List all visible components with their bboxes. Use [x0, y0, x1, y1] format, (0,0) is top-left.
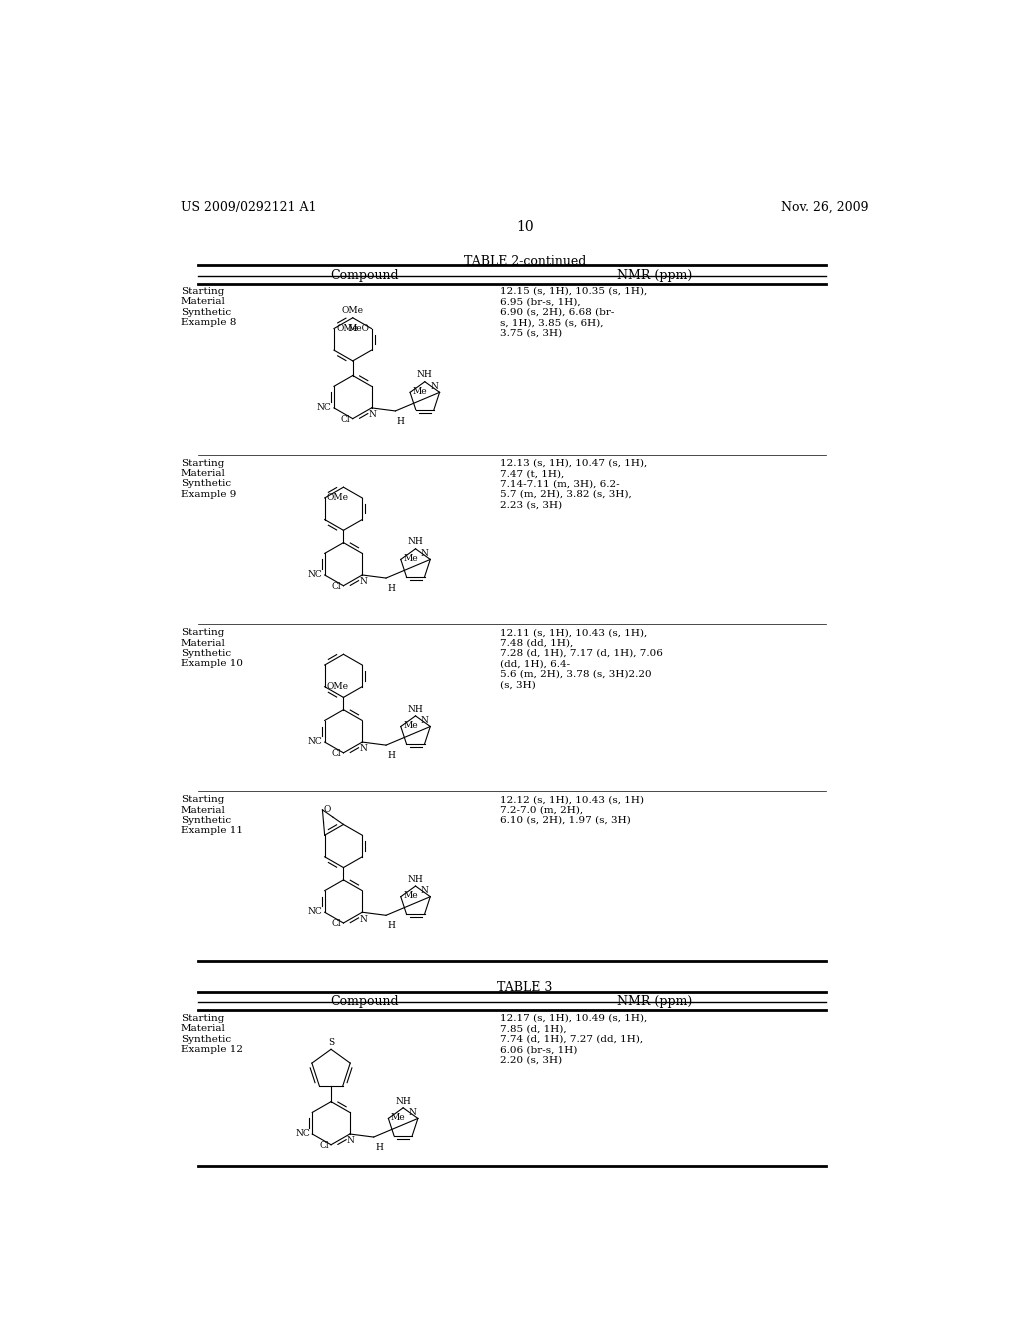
Text: Compound: Compound — [330, 268, 398, 281]
Text: 12.17 (s, 1H), 10.49 (s, 1H),
7.85 (d, 1H),
7.74 (d, 1H), 7.27 (dd, 1H),
6.06 (b: 12.17 (s, 1H), 10.49 (s, 1H), 7.85 (d, 1… — [500, 1014, 647, 1064]
Text: N: N — [347, 1137, 354, 1146]
Text: NMR (ppm): NMR (ppm) — [617, 268, 692, 281]
Text: H: H — [388, 921, 395, 931]
Text: 10: 10 — [516, 220, 534, 234]
Text: Starting
Material
Synthetic
Example 11: Starting Material Synthetic Example 11 — [180, 795, 243, 836]
Text: US 2009/0292121 A1: US 2009/0292121 A1 — [180, 201, 316, 214]
Text: Cl: Cl — [319, 1140, 329, 1150]
Text: OMe: OMe — [327, 492, 349, 502]
Text: N: N — [359, 915, 367, 924]
Text: Cl: Cl — [332, 919, 341, 928]
Text: MeO: MeO — [347, 325, 370, 333]
Text: 12.12 (s, 1H), 10.43 (s, 1H)
7.2-7.0 (m, 2H),
6.10 (s, 2H), 1.97 (s, 3H): 12.12 (s, 1H), 10.43 (s, 1H) 7.2-7.0 (m,… — [500, 795, 644, 825]
Text: N: N — [430, 381, 438, 391]
Text: NC: NC — [295, 1129, 310, 1138]
Text: NC: NC — [307, 570, 323, 578]
Text: O: O — [324, 805, 332, 813]
Text: OMe: OMe — [336, 325, 358, 333]
Text: Compound: Compound — [330, 995, 398, 1007]
Text: N: N — [369, 411, 376, 420]
Text: 12.13 (s, 1H), 10.47 (s, 1H),
7.47 (t, 1H),
7.14-7.11 (m, 3H), 6.2-
5.7 (m, 2H),: 12.13 (s, 1H), 10.47 (s, 1H), 7.47 (t, 1… — [500, 459, 647, 510]
Text: N: N — [421, 715, 429, 725]
Text: NC: NC — [316, 403, 332, 412]
Text: TABLE 3: TABLE 3 — [497, 981, 553, 994]
Text: N: N — [421, 549, 429, 558]
Text: Me: Me — [391, 1113, 406, 1122]
Text: Me: Me — [403, 891, 418, 900]
Text: Cl: Cl — [341, 414, 350, 424]
Text: Starting
Material
Synthetic
Example 8: Starting Material Synthetic Example 8 — [180, 286, 237, 327]
Text: Me: Me — [403, 721, 418, 730]
Text: H: H — [375, 1143, 383, 1152]
Text: Cl: Cl — [332, 582, 341, 591]
Text: N: N — [409, 1107, 417, 1117]
Text: Starting
Material
Synthetic
Example 12: Starting Material Synthetic Example 12 — [180, 1014, 243, 1055]
Text: OMe: OMe — [327, 682, 349, 692]
Text: NH: NH — [408, 537, 423, 546]
Text: N: N — [359, 744, 367, 754]
Text: NH: NH — [408, 705, 423, 714]
Text: OMe: OMe — [342, 306, 364, 315]
Text: H: H — [388, 585, 395, 593]
Text: 12.15 (s, 1H), 10.35 (s, 1H),
6.95 (br-s, 1H),
6.90 (s, 2H), 6.68 (br-
s, 1H), 3: 12.15 (s, 1H), 10.35 (s, 1H), 6.95 (br-s… — [500, 286, 647, 338]
Text: Nov. 26, 2009: Nov. 26, 2009 — [781, 201, 869, 214]
Text: Cl: Cl — [332, 750, 341, 758]
Text: Starting
Material
Synthetic
Example 10: Starting Material Synthetic Example 10 — [180, 628, 243, 668]
Text: NC: NC — [307, 907, 323, 916]
Text: S: S — [328, 1038, 334, 1047]
Text: NH: NH — [408, 875, 423, 884]
Text: Me: Me — [403, 554, 418, 564]
Text: Me: Me — [413, 387, 427, 396]
Text: NH: NH — [395, 1097, 411, 1106]
Text: H: H — [397, 417, 404, 426]
Text: N: N — [421, 886, 429, 895]
Text: Starting
Material
Synthetic
Example 9: Starting Material Synthetic Example 9 — [180, 459, 237, 499]
Text: NC: NC — [307, 737, 323, 746]
Text: H: H — [388, 751, 395, 760]
Text: NH: NH — [417, 371, 433, 379]
Text: TABLE 2-continued: TABLE 2-continued — [464, 255, 586, 268]
Text: 12.11 (s, 1H), 10.43 (s, 1H),
7.48 (dd, 1H),
7.28 (d, 1H), 7.17 (d, 1H), 7.06
(d: 12.11 (s, 1H), 10.43 (s, 1H), 7.48 (dd, … — [500, 628, 663, 689]
Text: NMR (ppm): NMR (ppm) — [617, 995, 692, 1007]
Text: N: N — [359, 577, 367, 586]
